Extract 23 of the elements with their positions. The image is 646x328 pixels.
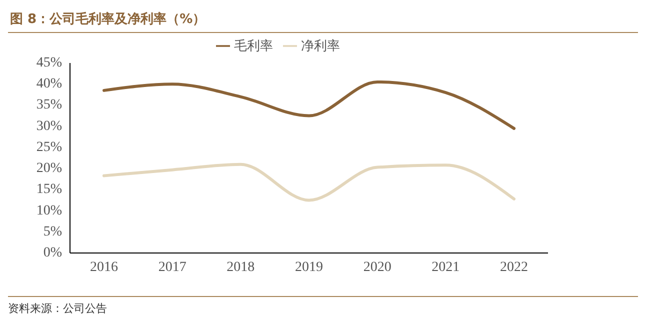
x-tick-label: 2019: [295, 260, 323, 275]
y-tick-label: 30%: [36, 118, 62, 134]
y-tick-label: 20%: [36, 161, 62, 176]
legend-label: 净利率: [301, 39, 340, 54]
y-tick-label: 0%: [43, 246, 62, 260]
x-tick-label: 2021: [432, 260, 460, 275]
y-tick-label: 40%: [36, 76, 62, 92]
y-tick-label: 10%: [36, 203, 62, 218]
y-tick-label: 25%: [36, 140, 62, 155]
legend-label: 毛利率: [234, 39, 273, 54]
x-tick-label: 2017: [158, 260, 186, 275]
y-tick-label: 15%: [36, 182, 62, 198]
line-series: [102, 162, 516, 202]
x-tick-label: 2020: [363, 260, 392, 275]
x-tick-label: 2022: [500, 260, 528, 275]
x-tick-label: 2016: [90, 260, 118, 275]
y-tick-label: 5%: [43, 224, 62, 240]
y-tick-label: 45%: [36, 56, 62, 70]
chart-title: 图 8：公司毛利率及净利率（%）: [8, 8, 638, 33]
line-series: [102, 80, 516, 130]
text: 资料来源：公司公告: [8, 301, 108, 316]
y-tick-label: 35%: [36, 98, 62, 113]
x-tick-label: 2018: [226, 260, 255, 275]
